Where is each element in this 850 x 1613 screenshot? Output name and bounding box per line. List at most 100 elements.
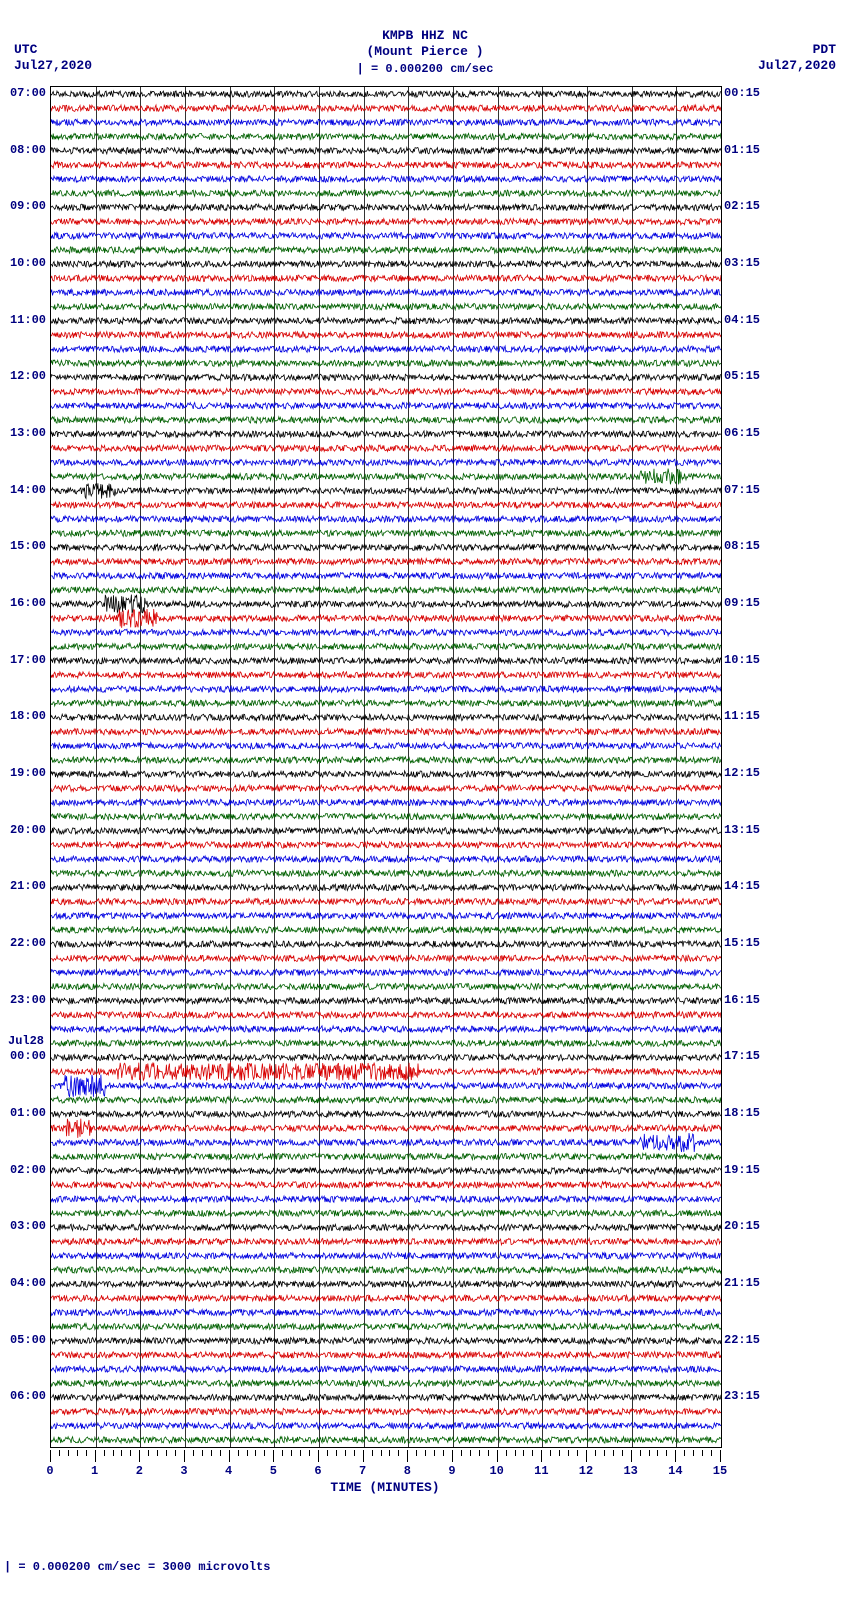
seismic-trace xyxy=(51,87,721,1447)
xaxis-tick-minor xyxy=(425,1450,426,1456)
seismic-trace xyxy=(51,87,721,1447)
xaxis-tick-minor xyxy=(220,1450,221,1456)
xaxis-tick-label: 1 xyxy=(91,1464,98,1478)
xaxis-tick-major xyxy=(318,1450,319,1462)
seismic-trace xyxy=(51,87,721,1447)
pdt-hour-label: 09:15 xyxy=(724,596,768,610)
grid-line-v xyxy=(364,87,365,1447)
xaxis-tick-minor xyxy=(193,1450,194,1456)
xaxis-tick-major xyxy=(586,1450,587,1462)
grid-line-v xyxy=(542,87,543,1447)
seismic-trace xyxy=(51,87,721,1447)
seismogram-plot xyxy=(50,86,722,1448)
xaxis-tick-minor xyxy=(300,1450,301,1456)
seismic-trace xyxy=(51,87,721,1447)
pdt-hour-label: 19:15 xyxy=(724,1163,768,1177)
pdt-hour-label: 15:15 xyxy=(724,936,768,950)
seismic-trace xyxy=(51,87,721,1447)
x-axis: TIME (MINUTES) 0123456789101112131415 xyxy=(50,1450,720,1490)
station-location: (Mount Pierce ) xyxy=(0,44,850,59)
seismic-trace xyxy=(51,87,721,1447)
seismic-trace xyxy=(51,87,721,1447)
seismic-trace xyxy=(51,87,721,1447)
seismic-trace xyxy=(51,87,721,1447)
grid-line-v xyxy=(96,87,97,1447)
pdt-hour-label: 22:15 xyxy=(724,1333,768,1347)
pdt-hour-label: 16:15 xyxy=(724,993,768,1007)
seismic-trace xyxy=(51,87,721,1447)
xaxis-tick-minor xyxy=(595,1450,596,1456)
seismic-trace xyxy=(51,87,721,1447)
utc-hour-label: 16:00 xyxy=(2,596,46,610)
xaxis-tick-minor xyxy=(166,1450,167,1456)
xaxis-tick-minor xyxy=(157,1450,158,1456)
xaxis-tick-minor xyxy=(104,1450,105,1456)
xaxis-tick-major xyxy=(497,1450,498,1462)
xaxis-tick-label: 11 xyxy=(534,1464,548,1478)
xaxis-tick-minor xyxy=(255,1450,256,1456)
pdt-hour-label: 07:15 xyxy=(724,483,768,497)
seismic-trace xyxy=(51,87,721,1447)
xaxis-tick-minor xyxy=(434,1450,435,1456)
seismic-trace xyxy=(51,87,721,1447)
xaxis-tick-minor xyxy=(121,1450,122,1456)
grid-line-v xyxy=(274,87,275,1447)
seismic-trace xyxy=(51,87,721,1447)
seismic-trace xyxy=(51,87,721,1447)
xaxis-tick-major xyxy=(139,1450,140,1462)
pdt-hour-label: 14:15 xyxy=(724,879,768,893)
utc-hour-label: 22:00 xyxy=(2,936,46,950)
footer-scale: | = 0.000200 cm/sec = 3000 microvolts xyxy=(4,1560,270,1574)
grid-line-v xyxy=(632,87,633,1447)
grid-line-v xyxy=(453,87,454,1447)
xaxis-tick-minor xyxy=(702,1450,703,1456)
utc-hour-label: 14:00 xyxy=(2,483,46,497)
pdt-hour-label: 10:15 xyxy=(724,653,768,667)
xaxis-tick-minor xyxy=(86,1450,87,1456)
xaxis-tick-label: 0 xyxy=(46,1464,53,1478)
xaxis-tick-minor xyxy=(657,1450,658,1456)
seismic-trace xyxy=(51,87,721,1447)
xaxis-tick-minor xyxy=(113,1450,114,1456)
xaxis-tick-minor xyxy=(577,1450,578,1456)
xaxis-tick-minor xyxy=(202,1450,203,1456)
seismic-trace xyxy=(51,87,721,1447)
utc-hour-label: 12:00 xyxy=(2,369,46,383)
seismic-trace xyxy=(51,87,721,1447)
seismic-trace xyxy=(51,87,721,1447)
xaxis-tick-major xyxy=(631,1450,632,1462)
utc-hour-label: 03:00 xyxy=(2,1219,46,1233)
xaxis-tick-minor xyxy=(461,1450,462,1456)
pdt-hour-label: 02:15 xyxy=(724,199,768,213)
pdt-hour-label: 20:15 xyxy=(724,1219,768,1233)
seismic-trace xyxy=(51,87,721,1447)
xaxis-tick-minor xyxy=(470,1450,471,1456)
seismic-trace xyxy=(51,87,721,1447)
seismic-trace xyxy=(51,87,721,1447)
grid-line-v xyxy=(587,87,588,1447)
seismic-trace xyxy=(51,87,721,1447)
xaxis-tick-minor xyxy=(488,1450,489,1456)
seismic-trace xyxy=(51,87,721,1447)
xaxis-tick-minor xyxy=(398,1450,399,1456)
xaxis-tick-major xyxy=(273,1450,274,1462)
xaxis-tick-minor xyxy=(381,1450,382,1456)
xaxis-tick-minor xyxy=(693,1450,694,1456)
xaxis-tick-minor xyxy=(532,1450,533,1456)
pdt-hour-label: 13:15 xyxy=(724,823,768,837)
seismic-trace xyxy=(51,87,721,1447)
seismic-trace xyxy=(51,87,721,1447)
seismic-trace xyxy=(51,87,721,1447)
pdt-hour-label: 04:15 xyxy=(724,313,768,327)
grid-line-v xyxy=(408,87,409,1447)
seismic-trace xyxy=(51,87,721,1447)
xaxis-tick-major xyxy=(675,1450,676,1462)
pdt-hour-label: 08:15 xyxy=(724,539,768,553)
seismic-trace xyxy=(51,87,721,1447)
utc-hour-label: 08:00 xyxy=(2,143,46,157)
xaxis-tick-minor xyxy=(559,1450,560,1456)
seismic-trace xyxy=(51,87,721,1447)
xaxis-tick-minor xyxy=(515,1450,516,1456)
seismic-trace xyxy=(51,87,721,1447)
left-timezone: UTC xyxy=(14,42,37,57)
